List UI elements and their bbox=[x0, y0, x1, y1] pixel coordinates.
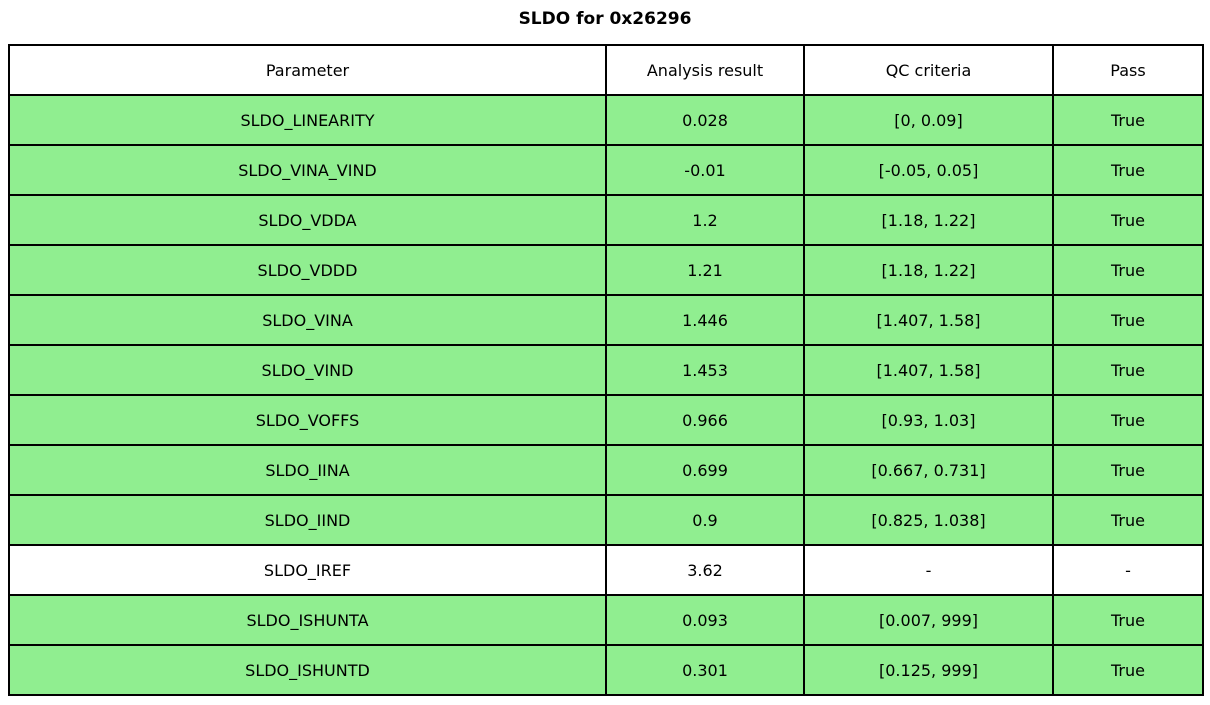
table-row: SLDO_VDDD 1.21 [1.18, 1.22] True bbox=[8, 244, 1204, 296]
cell-pass: True bbox=[1052, 494, 1204, 546]
cell-analysis-result: 1.21 bbox=[605, 244, 805, 296]
cell-qc-criteria: [0.825, 1.038] bbox=[803, 494, 1054, 546]
cell-qc-criteria: [1.18, 1.22] bbox=[803, 244, 1054, 296]
cell-qc-criteria: [1.18, 1.22] bbox=[803, 194, 1054, 246]
table-row: SLDO_VOFFS 0.966 [0.93, 1.03] True bbox=[8, 394, 1204, 446]
page-title: SLDO for 0x26296 bbox=[518, 9, 692, 29]
cell-pass: True bbox=[1052, 394, 1204, 446]
cell-parameter: SLDO_VDDD bbox=[8, 244, 607, 296]
column-header-pass: Pass bbox=[1052, 44, 1204, 96]
table-row: SLDO_IINA 0.699 [0.667, 0.731] True bbox=[8, 444, 1204, 496]
cell-analysis-result: 1.453 bbox=[605, 344, 805, 396]
cell-parameter: SLDO_VIND bbox=[8, 344, 607, 396]
table-row: SLDO_LINEARITY 0.028 [0, 0.09] True bbox=[8, 94, 1204, 146]
cell-pass: True bbox=[1052, 194, 1204, 246]
table-row: SLDO_VDDA 1.2 [1.18, 1.22] True bbox=[8, 194, 1204, 246]
cell-parameter: SLDO_IINA bbox=[8, 444, 607, 496]
cell-qc-criteria: - bbox=[803, 544, 1054, 596]
cell-analysis-result: 3.62 bbox=[605, 544, 805, 596]
cell-analysis-result: 1.446 bbox=[605, 294, 805, 346]
cell-analysis-result: 0.301 bbox=[605, 644, 805, 696]
cell-qc-criteria: [1.407, 1.58] bbox=[803, 294, 1054, 346]
cell-parameter: SLDO_ISHUNTA bbox=[8, 594, 607, 646]
cell-qc-criteria: [0.93, 1.03] bbox=[803, 394, 1054, 446]
cell-qc-criteria: [0.007, 999] bbox=[803, 594, 1054, 646]
cell-qc-criteria: [1.407, 1.58] bbox=[803, 344, 1054, 396]
cell-parameter: SLDO_LINEARITY bbox=[8, 94, 607, 146]
cell-pass: True bbox=[1052, 144, 1204, 196]
cell-parameter: SLDO_VOFFS bbox=[8, 394, 607, 446]
cell-qc-criteria: [0.125, 999] bbox=[803, 644, 1054, 696]
cell-analysis-result: 0.966 bbox=[605, 394, 805, 446]
cell-analysis-result: 0.028 bbox=[605, 94, 805, 146]
cell-pass: True bbox=[1052, 594, 1204, 646]
cell-pass: True bbox=[1052, 444, 1204, 496]
cell-analysis-result: 0.093 bbox=[605, 594, 805, 646]
table-row: SLDO_VIND 1.453 [1.407, 1.58] True bbox=[8, 344, 1204, 396]
column-header-qc-criteria: QC criteria bbox=[803, 44, 1054, 96]
cell-parameter: SLDO_VDDA bbox=[8, 194, 607, 246]
table-row: SLDO_VINA_VIND -0.01 [-0.05, 0.05] True bbox=[8, 144, 1204, 196]
table-row: SLDO_IIND 0.9 [0.825, 1.038] True bbox=[8, 494, 1204, 546]
cell-analysis-result: -0.01 bbox=[605, 144, 805, 196]
cell-parameter: SLDO_VINA_VIND bbox=[8, 144, 607, 196]
cell-qc-criteria: [0.667, 0.731] bbox=[803, 444, 1054, 496]
cell-pass: True bbox=[1052, 644, 1204, 696]
cell-parameter: SLDO_IREF bbox=[8, 544, 607, 596]
cell-pass: True bbox=[1052, 344, 1204, 396]
cell-parameter: SLDO_ISHUNTD bbox=[8, 644, 607, 696]
column-header-analysis-result: Analysis result bbox=[605, 44, 805, 96]
cell-qc-criteria: [-0.05, 0.05] bbox=[803, 144, 1054, 196]
column-header-parameter: Parameter bbox=[8, 44, 607, 96]
cell-pass: True bbox=[1052, 244, 1204, 296]
cell-pass: True bbox=[1052, 294, 1204, 346]
table-row: SLDO_VINA 1.446 [1.407, 1.58] True bbox=[8, 294, 1204, 346]
cell-parameter: SLDO_VINA bbox=[8, 294, 607, 346]
table-body: SLDO_LINEARITY 0.028 [0, 0.09] True SLDO_VIN… bbox=[8, 94, 1204, 696]
table-row: SLDO_ISHUNTA 0.093 [0.007, 999] True bbox=[8, 594, 1204, 646]
cell-pass: - bbox=[1052, 544, 1204, 596]
qc-results-table: Parameter Analysis result QC criteria Pa… bbox=[8, 44, 1204, 696]
cell-parameter: SLDO_IIND bbox=[8, 494, 607, 546]
cell-qc-criteria: [0, 0.09] bbox=[803, 94, 1054, 146]
cell-analysis-result: 0.699 bbox=[605, 444, 805, 496]
table-row: SLDO_IREF 3.62- - bbox=[8, 544, 1204, 596]
table-header-row: Parameter Analysis result QC criteria Pa… bbox=[8, 44, 1204, 96]
cell-analysis-result: 1.2 bbox=[605, 194, 805, 246]
cell-analysis-result: 0.9 bbox=[605, 494, 805, 546]
cell-pass: True bbox=[1052, 94, 1204, 146]
table-row: SLDO_ISHUNTD 0.301 [0.125, 999] True bbox=[8, 644, 1204, 696]
